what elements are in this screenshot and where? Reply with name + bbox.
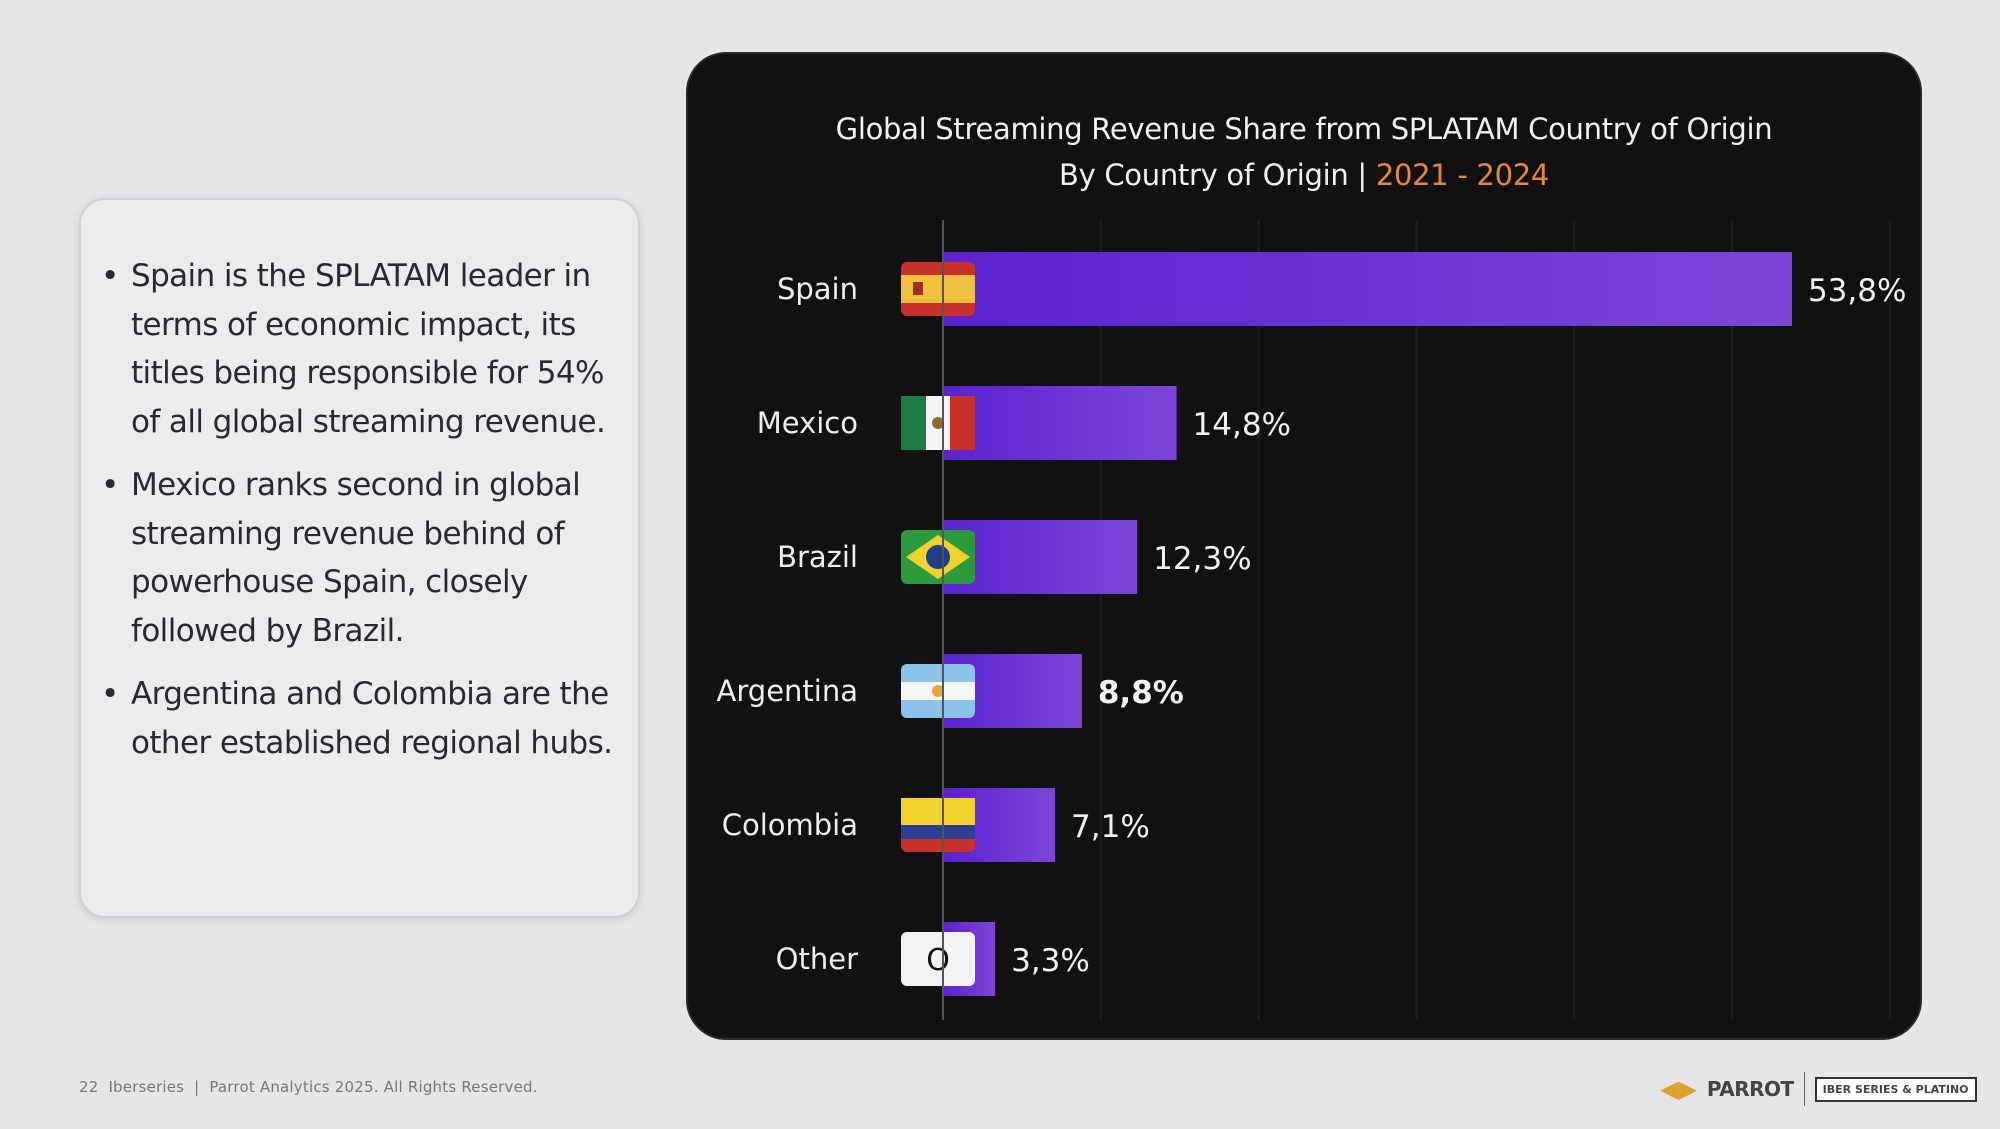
chart-title-line: Global Streaming Revenue Share from SPLA…	[835, 112, 1773, 146]
value-label: 3,3%	[1011, 943, 1090, 979]
subtitle-text: By Country of Origin |	[1058, 158, 1367, 192]
category-label: Colombia	[722, 808, 858, 842]
parrot-logo: PARROT	[1706, 1077, 1794, 1101]
divider	[1803, 1072, 1805, 1106]
brazil-flag-globe	[926, 545, 950, 569]
mexico-flag-emblem	[932, 417, 944, 429]
insight-bullet: Spain is the SPLATAM leader in terms of …	[101, 252, 616, 446]
bar-spain	[943, 252, 1792, 326]
category-label: Argentina	[717, 674, 858, 708]
copyright: Parrot Analytics 2025. All Rights Reserv…	[209, 1078, 538, 1096]
mexico-flag-red	[950, 396, 975, 450]
other-badge-text: O	[926, 943, 950, 978]
insight-bullet: Argentina and Colombia are the other est…	[101, 670, 616, 767]
category-label: Brazil	[777, 540, 858, 574]
value-label: 53,8%	[1808, 273, 1906, 309]
insights-panel: Spain is the SPLATAM leader in terms of …	[79, 198, 640, 918]
logos: ◀▶ PARROT IBER SERIES & PLATINO	[1660, 1072, 1977, 1106]
category-label: Mexico	[757, 406, 858, 440]
argentina-flag-sun	[932, 685, 944, 697]
spain-flag-crest	[913, 282, 923, 295]
iberseries-logo: IBER SERIES & PLATINO	[1814, 1076, 1977, 1102]
spain-flag-stripe	[901, 275, 975, 303]
bar-brazil	[943, 520, 1138, 594]
chart-subtitle: By Country of Origin | 2021 - 2024	[688, 152, 1920, 198]
category-label: Other	[776, 942, 858, 976]
chart-title: Global Streaming Revenue Share from SPLA…	[688, 106, 1920, 198]
parrot-logo-icon: ◀▶	[1660, 1075, 1697, 1103]
value-label: 14,8%	[1193, 407, 1291, 443]
category-label: Spain	[777, 272, 858, 306]
value-label: 7,1%	[1071, 809, 1150, 845]
bar-chart: Spain 53,8% Mexico 14,8% Brazil 12,3% Argentin…	[717, 220, 1906, 1020]
subtitle-years: 2021 - 2024	[1375, 158, 1550, 192]
bar-mexico	[943, 386, 1177, 460]
footer-brand: Iberseries	[108, 1078, 185, 1096]
footer: 22 Iberseries | Parrot Analytics 2025. A…	[79, 1078, 538, 1096]
value-label: 12,3%	[1153, 541, 1251, 577]
insight-bullet: Mexico ranks second in global streaming …	[101, 461, 616, 655]
page-number: 22	[79, 1078, 99, 1096]
colombia-flag-blue	[901, 825, 975, 839]
chart-card: Global Streaming Revenue Share from SPLA…	[686, 52, 1922, 1040]
other-badge-icon	[901, 932, 975, 986]
value-label: 8,8%	[1098, 675, 1184, 711]
mexico-flag-green	[901, 396, 926, 450]
colombia-flag-yellow	[901, 798, 975, 825]
